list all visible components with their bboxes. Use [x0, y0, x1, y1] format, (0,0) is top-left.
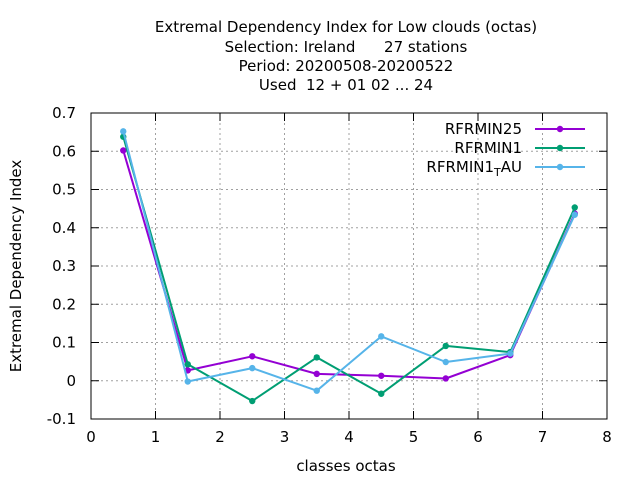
series-point-0 — [378, 372, 385, 379]
y-tick-labels: -0.1 0 0.1 0.2 0.3 0.4 0.5 0.6 0.7 — [47, 104, 76, 428]
plot-frame — [90, 112, 608, 420]
x-tick-labels: 0 1 2 3 4 5 6 7 8 — [86, 428, 612, 446]
y-tick-label: 0.2 — [52, 295, 76, 313]
series-point-1 — [249, 397, 256, 405]
x-tick-label: 7 — [538, 428, 548, 446]
legend-marker-1 — [556, 144, 564, 152]
y-axis-label: Extremal Dependency Index — [7, 160, 25, 373]
series-line-1 — [122, 136, 576, 402]
y-tick-label: 0.4 — [52, 219, 76, 237]
title-line-4: Used 12 + 01 02 ... 24 — [259, 76, 433, 94]
y-tick-label: 0 — [66, 372, 76, 390]
y-tick-label: 0.7 — [52, 104, 76, 122]
legend-label-rfrmin1: RFRMIN1 — [454, 139, 522, 157]
series-line-2 — [122, 131, 576, 392]
x-tick-label: 6 — [473, 428, 483, 446]
legend-label-rfrmin1-tau-tail: AU — [501, 158, 522, 176]
series-point-2 — [184, 378, 191, 385]
series-group — [120, 128, 578, 405]
x-tick-label: 5 — [409, 428, 419, 446]
x-tick-label: 3 — [280, 428, 290, 446]
x-tick-label: 8 — [602, 428, 612, 446]
series-point-2 — [313, 387, 320, 394]
legend-marker-2 — [556, 163, 564, 171]
x-axis-label: classes octas — [296, 457, 396, 475]
grid — [91, 113, 607, 419]
legend-label-rfrmin1-tau-main: RFRMIN1 — [426, 158, 494, 176]
series-point-1 — [313, 354, 320, 361]
title-line-2: Selection: Ireland 27 stations — [225, 38, 468, 56]
series-point-0 — [249, 353, 256, 360]
series-point-1 — [184, 361, 191, 368]
title-line-3: Period: 20200508-20200522 — [239, 57, 454, 75]
legend-label-rfrmin1-tau-sub: T — [493, 166, 501, 179]
legend: RFRMIN25 RFRMIN1 RFRMIN1TAU — [426, 120, 585, 179]
series-point-0 — [120, 147, 127, 154]
y-tick-label: 0.6 — [52, 142, 76, 160]
y-tick-label: 0.1 — [52, 334, 76, 352]
chart-title: Extremal Dependency Index for Low clouds… — [155, 18, 537, 94]
series-point-2 — [378, 333, 385, 340]
x-tick-label: 2 — [215, 428, 225, 446]
title-line-1: Extremal Dependency Index for Low clouds… — [155, 18, 537, 36]
legend-marker-0 — [556, 125, 564, 133]
series-point-0 — [313, 370, 320, 378]
legend-label-rfrmin1-tau: RFRMIN1TAU — [426, 158, 522, 179]
y-tick-label: 0.5 — [52, 181, 76, 199]
series-point-1 — [571, 204, 578, 211]
series-point-0 — [442, 375, 449, 382]
legend-label-rfrmin25: RFRMIN25 — [445, 120, 522, 138]
series-point-2 — [249, 364, 256, 372]
series-point-1 — [378, 390, 385, 397]
x-tick-label: 0 — [86, 428, 96, 446]
series-point-2 — [442, 358, 449, 366]
y-tick-label: 0.3 — [52, 257, 76, 275]
series-point-2 — [120, 128, 127, 135]
y-tick-label: -0.1 — [47, 410, 76, 428]
series-point-2 — [571, 211, 578, 218]
series-point-1 — [442, 342, 449, 350]
series-point-2 — [507, 350, 514, 357]
x-tick-label: 1 — [151, 428, 161, 446]
x-tick-label: 4 — [344, 428, 354, 446]
